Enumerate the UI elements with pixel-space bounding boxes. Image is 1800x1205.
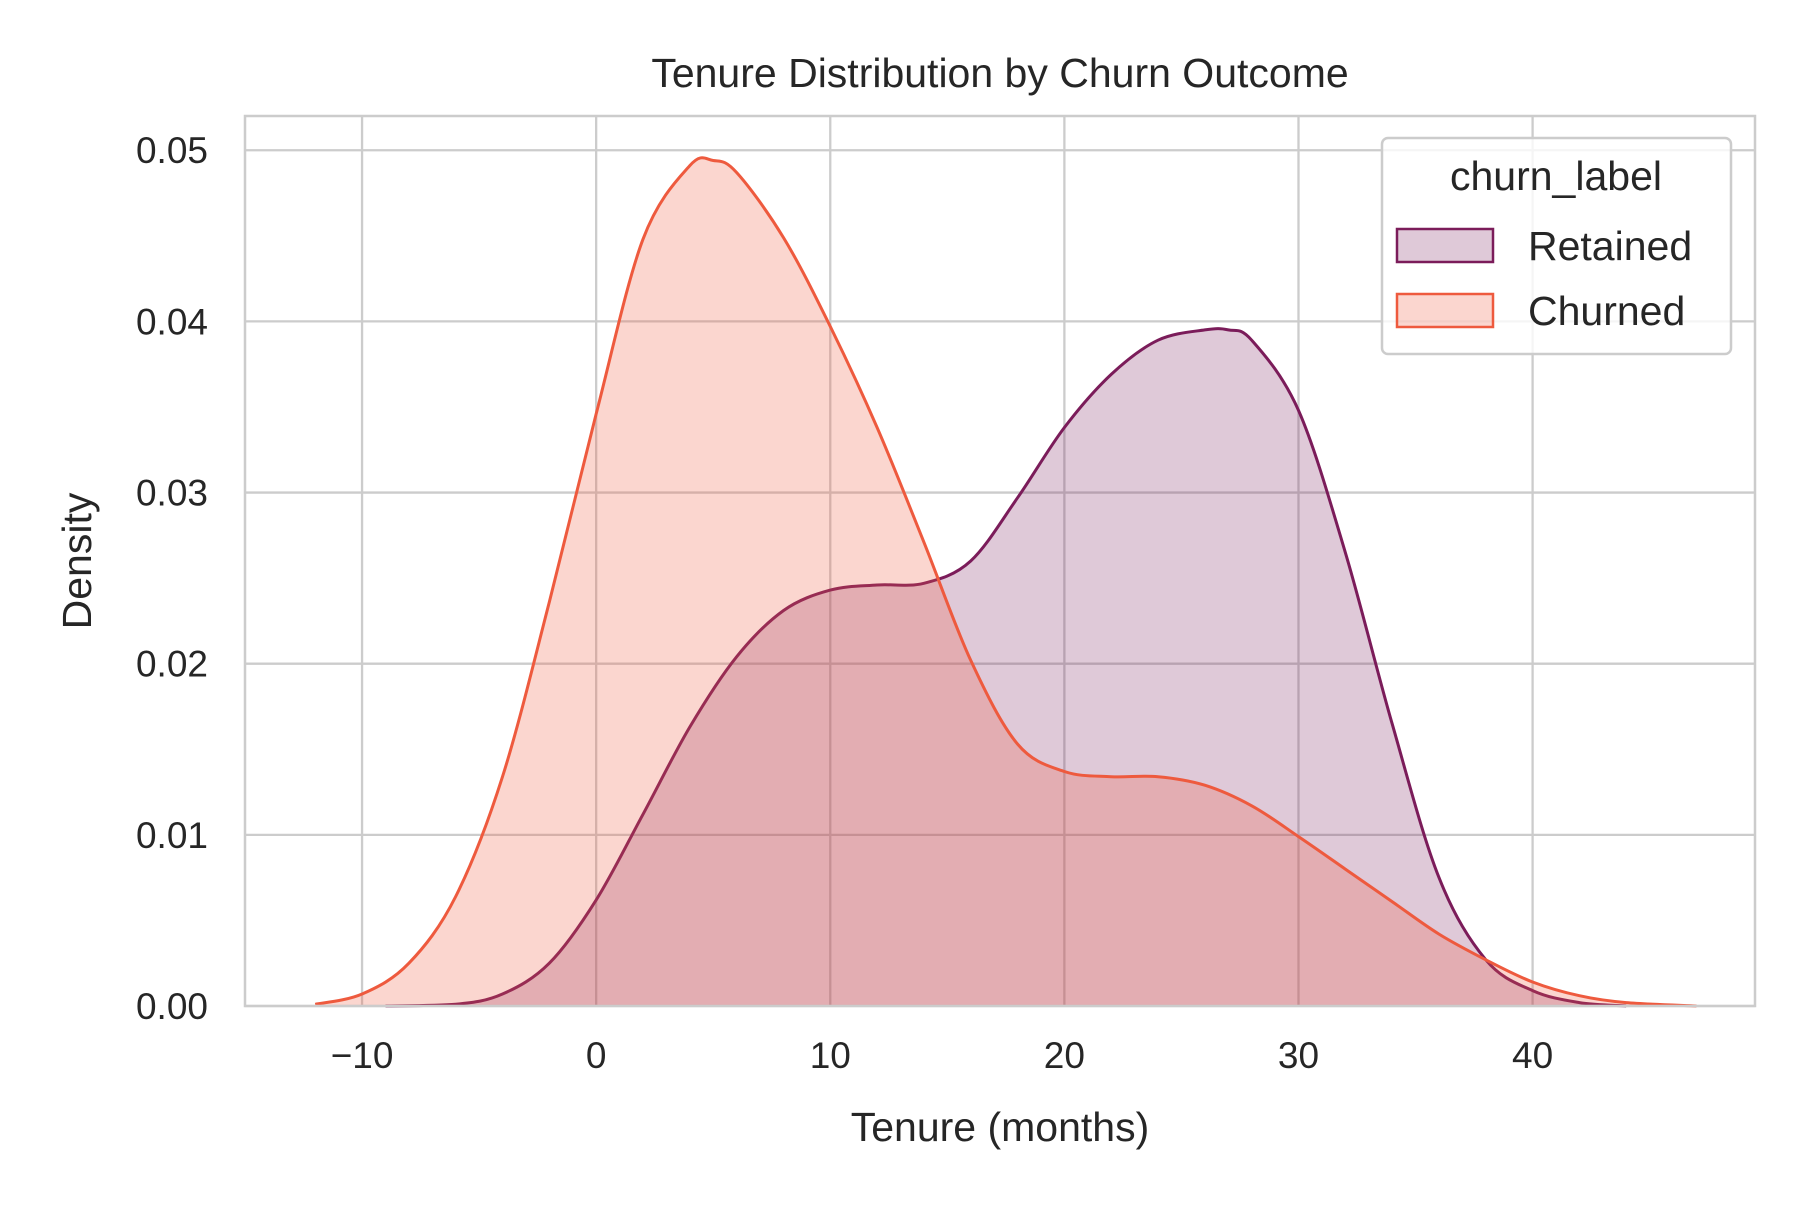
x-tick-label: 0 [586, 1035, 607, 1076]
x-axis-label: Tenure (months) [851, 1104, 1150, 1150]
x-tick-label: 40 [1512, 1035, 1553, 1076]
legend-label-retained: Retained [1528, 223, 1692, 269]
legend[interactable]: churn_label Retained Churned [1380, 136, 1733, 356]
legend-title: churn_label [1450, 153, 1662, 199]
legend-label-churned: Churned [1528, 288, 1685, 334]
x-tick-label: −10 [331, 1035, 394, 1076]
y-tick-label: 0.02 [136, 644, 208, 685]
density-area-retained [385, 328, 1627, 1006]
y-tick-label: 0.00 [136, 986, 208, 1027]
y-tick-label: 0.03 [136, 473, 208, 514]
density-line-churned [314, 156, 1697, 1008]
y-tick-label: 0.04 [136, 301, 208, 342]
area-layer [314, 156, 1697, 1008]
chart-title: Tenure Distribution by Churn Outcome [651, 50, 1348, 96]
legend-frame [1380, 136, 1733, 356]
y-axis-label: Density [54, 492, 100, 629]
x-tick-label: 20 [1044, 1035, 1085, 1076]
y-tick-label: 0.05 [136, 130, 208, 171]
legend-item-retained[interactable]: Retained [1395, 223, 1692, 269]
legend-swatch-retained [1395, 227, 1495, 264]
legend-swatch-churned [1395, 292, 1495, 329]
plot-frame [243, 114, 1757, 1008]
legend-item-churned[interactable]: Churned [1395, 288, 1685, 334]
density-line-retained [385, 327, 1627, 1008]
x-tick-label: 30 [1278, 1035, 1319, 1076]
density-area-churned [315, 157, 1697, 1007]
y-tick-label: 0.01 [136, 815, 208, 856]
tick-layer: −10 0 10 20 30 40 0.00 0.01 0.02 0.03 0.04 0.05 [136, 130, 1553, 1076]
x-tick-label: 10 [810, 1035, 851, 1076]
